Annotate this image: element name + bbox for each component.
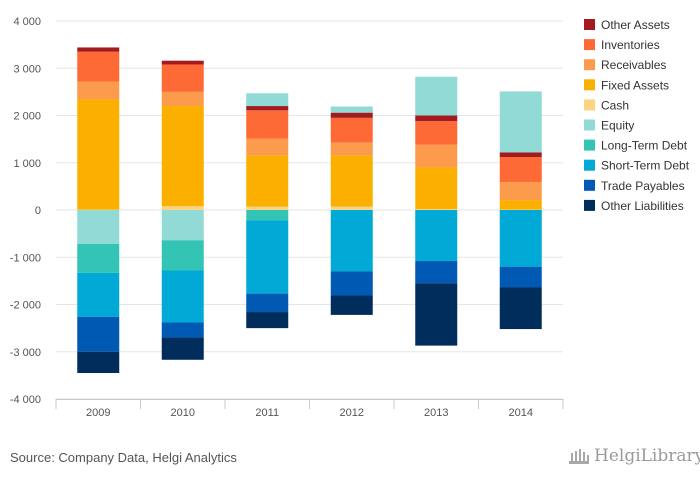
bar-segment-fixed-assets-2012 (331, 156, 373, 207)
y-tick-label: -4 000 (10, 394, 41, 406)
legend-label-receivables: Receivables (601, 58, 666, 72)
x-tick-label: 2012 (340, 407, 364, 419)
legend-swatch-trade-payables (584, 180, 595, 191)
bar-segment-fixed-assets-2009 (77, 99, 119, 209)
bar-segment-short-term-debt-2014 (500, 210, 542, 267)
bar-segment-cash-2011 (246, 207, 288, 210)
bar-segment-inventories-2013 (415, 121, 457, 145)
bar-segment-trade-payables-2013 (415, 261, 457, 283)
legend: Other Assets Inventories Receivables Fixed … (584, 18, 690, 213)
bar-segment-receivables-2014 (500, 182, 542, 200)
legend-swatch-other-liabilities (584, 200, 595, 211)
bar-segment-long-term-debt-2009 (77, 244, 119, 273)
legend-label-equity: Equity (601, 119, 634, 133)
bar-segment-short-term-debt-2011 (246, 220, 288, 293)
bar-segment-trade-payables-2014 (500, 267, 542, 288)
legend-swatch-fixed-assets (584, 79, 595, 90)
bar-segment-cash-2010 (162, 206, 204, 210)
bar-segment-trade-payables-2009 (77, 317, 119, 352)
y-tick-label: -2 000 (10, 300, 41, 312)
x-tick-label: 2009 (86, 407, 110, 419)
y-tick-label: 3 000 (13, 63, 41, 75)
bar-segment-other-assets-2014 (500, 152, 542, 157)
bar-segment-long-term-debt-2010 (162, 240, 204, 270)
source-note: Source: Company Data, Helgi Analytics (10, 450, 237, 465)
bar-segment-equity-2009 (77, 210, 119, 244)
bar-segment-other-liabilities-2010 (162, 338, 204, 360)
bar-segment-other-liabilities-2009 (77, 352, 119, 373)
legend-swatch-long-term-debt (584, 140, 595, 151)
bar-segment-inventories-2010 (162, 64, 204, 91)
legend-swatch-cash (584, 99, 595, 110)
legend-label-cash: Cash (601, 98, 629, 112)
bar-segment-trade-payables-2010 (162, 322, 204, 337)
bar-segment-other-assets-2012 (331, 113, 373, 118)
bar-segment-fixed-assets-2014 (500, 200, 542, 209)
bar-segment-short-term-debt-2012 (331, 210, 373, 271)
bar-segment-receivables-2011 (246, 139, 288, 156)
legend-swatch-other-assets (584, 19, 595, 30)
y-tick-label: 4 000 (13, 16, 41, 28)
bar-segment-short-term-debt-2013 (415, 210, 457, 261)
bar-segment-other-liabilities-2011 (246, 312, 288, 328)
bar-segment-trade-payables-2011 (246, 294, 288, 312)
bar-segment-cash-2013 (415, 209, 457, 210)
legend-label-trade-payables: Trade Payables (601, 179, 685, 193)
legend-label-long-term-debt: Long-Term Debt (601, 139, 688, 153)
bar-segment-other-liabilities-2014 (500, 287, 542, 329)
bar-segment-receivables-2012 (331, 142, 373, 155)
legend-swatch-inventories (584, 39, 595, 50)
bar-segment-fixed-assets-2011 (246, 156, 288, 207)
legend-swatch-short-term-debt (584, 160, 595, 171)
bar-segment-other-assets-2010 (162, 61, 204, 65)
bar-segment-equity-2012 (331, 107, 373, 113)
bar-segment-fixed-assets-2013 (415, 167, 457, 209)
bar-segment-short-term-debt-2009 (77, 273, 119, 317)
bar-segment-other-liabilities-2013 (415, 283, 457, 345)
bar-segment-receivables-2009 (77, 81, 119, 99)
legend-swatch-equity (584, 120, 595, 131)
bar-segment-other-assets-2011 (246, 106, 288, 110)
bar-segment-inventories-2012 (331, 118, 373, 143)
library-building-icon (568, 446, 590, 466)
bar-segment-equity-2010 (162, 210, 204, 240)
bar-segment-fixed-assets-2010 (162, 106, 204, 206)
grid-layer (56, 21, 563, 399)
legend-label-inventories: Inventories (601, 38, 660, 52)
bar-segment-inventories-2011 (246, 110, 288, 138)
bar-segment-trade-payables-2012 (331, 271, 373, 295)
legend-label-short-term-debt: Short-Term Debt (601, 159, 690, 173)
helgi-library-logo: HelgiLibrary (568, 446, 700, 466)
bar-segment-receivables-2010 (162, 92, 204, 106)
y-tick-label: -3 000 (10, 347, 41, 359)
bar-segment-inventories-2009 (77, 52, 119, 82)
y-tick-label: -1 000 (10, 252, 41, 264)
bar-segment-other-liabilities-2012 (331, 296, 373, 315)
bar-segment-other-assets-2013 (415, 116, 457, 122)
bar-segment-inventories-2014 (500, 157, 542, 182)
bar-segment-long-term-debt-2011 (246, 210, 288, 220)
x-tick-label: 2014 (509, 407, 533, 419)
bar-segment-other-assets-2009 (77, 47, 119, 51)
x-tick-label: 2013 (424, 407, 448, 419)
bar-segment-equity-2011 (246, 93, 288, 106)
bar-segment-cash-2012 (331, 207, 373, 210)
legend-label-other-liabilities: Other Liabilities (601, 199, 684, 213)
y-tick-label: 1 000 (13, 158, 41, 170)
y-tick-label: 0 (35, 205, 41, 217)
x-tick-label: 2010 (171, 407, 195, 419)
bar-segment-short-term-debt-2010 (162, 270, 204, 322)
bar-segment-receivables-2013 (415, 145, 457, 168)
legend-label-fixed-assets: Fixed Assets (601, 78, 669, 92)
legend-swatch-receivables (584, 59, 595, 70)
x-tick-label: 2011 (255, 407, 279, 419)
legend-label-other-assets: Other Assets (601, 18, 670, 32)
logo-text: HelgiLibrary (594, 446, 700, 466)
bar-segment-equity-2014 (500, 91, 542, 152)
y-tick-label: 2 000 (13, 111, 41, 123)
bar-segment-equity-2013 (415, 77, 457, 116)
